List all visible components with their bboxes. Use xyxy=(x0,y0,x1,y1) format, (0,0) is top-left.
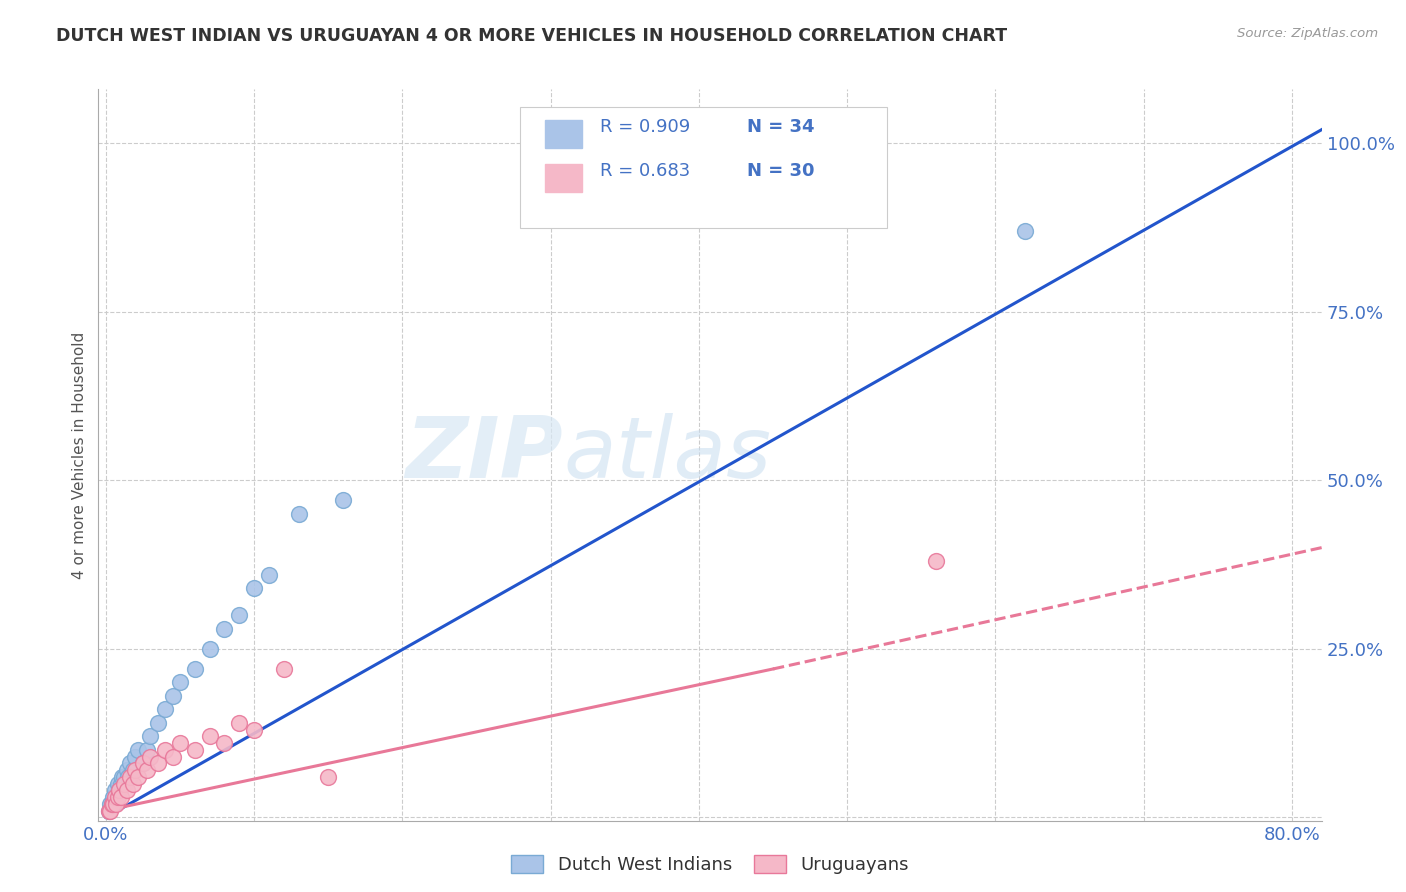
Point xyxy=(153,743,176,757)
Point xyxy=(184,662,207,676)
Text: N = 34: N = 34 xyxy=(747,119,814,136)
Point xyxy=(103,797,125,811)
Point xyxy=(108,783,131,797)
Text: atlas: atlas xyxy=(564,413,772,497)
Point xyxy=(198,730,221,744)
Point xyxy=(110,790,132,805)
Point xyxy=(136,743,159,757)
Point xyxy=(257,567,280,582)
Point xyxy=(98,797,121,811)
Point xyxy=(112,776,135,790)
Point xyxy=(228,607,250,622)
FancyBboxPatch shape xyxy=(546,120,582,148)
Point xyxy=(104,783,127,797)
Point xyxy=(127,770,149,784)
Text: Source: ZipAtlas.com: Source: ZipAtlas.com xyxy=(1237,27,1378,40)
Point xyxy=(243,581,266,595)
Text: N = 30: N = 30 xyxy=(747,162,814,180)
Point xyxy=(184,743,207,757)
Point xyxy=(139,749,162,764)
Text: R = 0.683: R = 0.683 xyxy=(600,162,690,180)
Point xyxy=(121,776,143,790)
Point xyxy=(146,756,169,771)
Point xyxy=(198,641,221,656)
Point xyxy=(169,736,191,750)
FancyBboxPatch shape xyxy=(546,164,582,192)
Point xyxy=(118,770,141,784)
Point xyxy=(118,756,141,771)
Point xyxy=(98,804,121,818)
Point xyxy=(228,715,250,730)
Point xyxy=(287,507,309,521)
Point xyxy=(105,790,128,805)
Text: DUTCH WEST INDIAN VS URUGUAYAN 4 OR MORE VEHICLES IN HOUSEHOLD CORRELATION CHART: DUTCH WEST INDIAN VS URUGUAYAN 4 OR MORE… xyxy=(56,27,1007,45)
Text: R = 0.909: R = 0.909 xyxy=(600,119,690,136)
Point xyxy=(103,790,125,805)
Point xyxy=(214,622,236,636)
Point xyxy=(139,730,162,744)
Point xyxy=(100,797,122,811)
Point xyxy=(121,763,143,777)
Point xyxy=(100,797,122,811)
Point xyxy=(136,763,159,777)
Point xyxy=(132,756,155,771)
Point xyxy=(115,783,138,797)
Point xyxy=(273,662,295,676)
Point xyxy=(97,804,120,818)
Point xyxy=(117,770,139,784)
Point xyxy=(214,736,236,750)
Point xyxy=(97,804,120,818)
Point xyxy=(104,790,127,805)
Point xyxy=(111,770,134,784)
Point xyxy=(107,776,129,790)
Point xyxy=(107,790,129,805)
Point xyxy=(124,749,146,764)
Point xyxy=(132,756,155,771)
Point xyxy=(162,749,184,764)
Point xyxy=(316,770,339,784)
Point xyxy=(162,689,184,703)
Point xyxy=(115,763,138,777)
Point xyxy=(110,776,132,790)
Point xyxy=(108,783,131,797)
Point xyxy=(925,554,948,568)
Point xyxy=(127,743,149,757)
Point xyxy=(114,776,136,790)
Text: ZIP: ZIP xyxy=(405,413,564,497)
Point xyxy=(332,493,354,508)
FancyBboxPatch shape xyxy=(520,108,887,228)
Point xyxy=(112,770,135,784)
Point xyxy=(124,763,146,777)
Legend: Dutch West Indians, Uruguayans: Dutch West Indians, Uruguayans xyxy=(503,847,917,881)
Point xyxy=(169,675,191,690)
Point xyxy=(146,715,169,730)
Y-axis label: 4 or more Vehicles in Household: 4 or more Vehicles in Household xyxy=(72,331,87,579)
Point xyxy=(105,797,128,811)
Point xyxy=(1014,224,1036,238)
Point xyxy=(153,702,176,716)
Point xyxy=(243,723,266,737)
